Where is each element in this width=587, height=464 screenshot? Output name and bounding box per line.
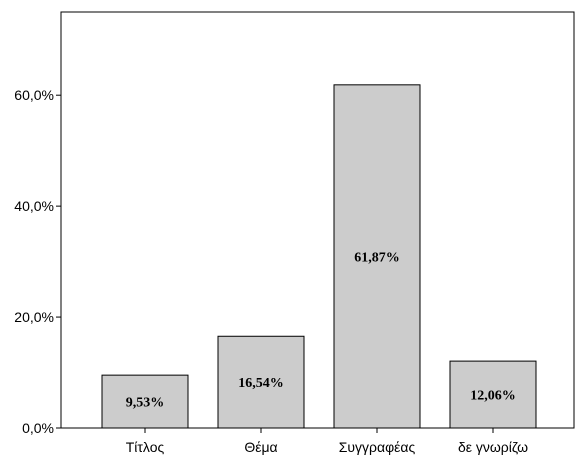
bar: [333, 84, 421, 429]
data-label: 61,87%: [354, 250, 400, 265]
x-category-label: Συγγραφέας: [339, 439, 416, 455]
y-tick-label: 60,0%: [14, 87, 54, 103]
plot-area-frame: [60, 11, 575, 429]
data-labels: 9,53% 16,54% 61,87% 12,06%: [126, 250, 516, 410]
x-axis: Τίτλος Θέμα Συγγραφέας δε γνωρίζω: [126, 428, 528, 455]
data-label: 9,53%: [126, 396, 165, 411]
x-category-label: δε γνωρίζω: [458, 439, 528, 455]
bar: [449, 360, 537, 429]
x-category-label: Θέμα: [244, 439, 277, 455]
data-label: 16,54%: [238, 376, 284, 391]
bars: [101, 84, 537, 429]
x-category-label: Τίτλος: [126, 439, 165, 455]
bar: [217, 335, 305, 429]
data-label: 12,06%: [470, 389, 516, 404]
y-axis: 0,0% 20,0% 40,0% 60,0%: [14, 87, 61, 436]
y-tick-label: 20,0%: [14, 309, 54, 325]
y-tick-label: 40,0%: [14, 198, 54, 214]
y-tick-label: 0,0%: [22, 420, 54, 436]
